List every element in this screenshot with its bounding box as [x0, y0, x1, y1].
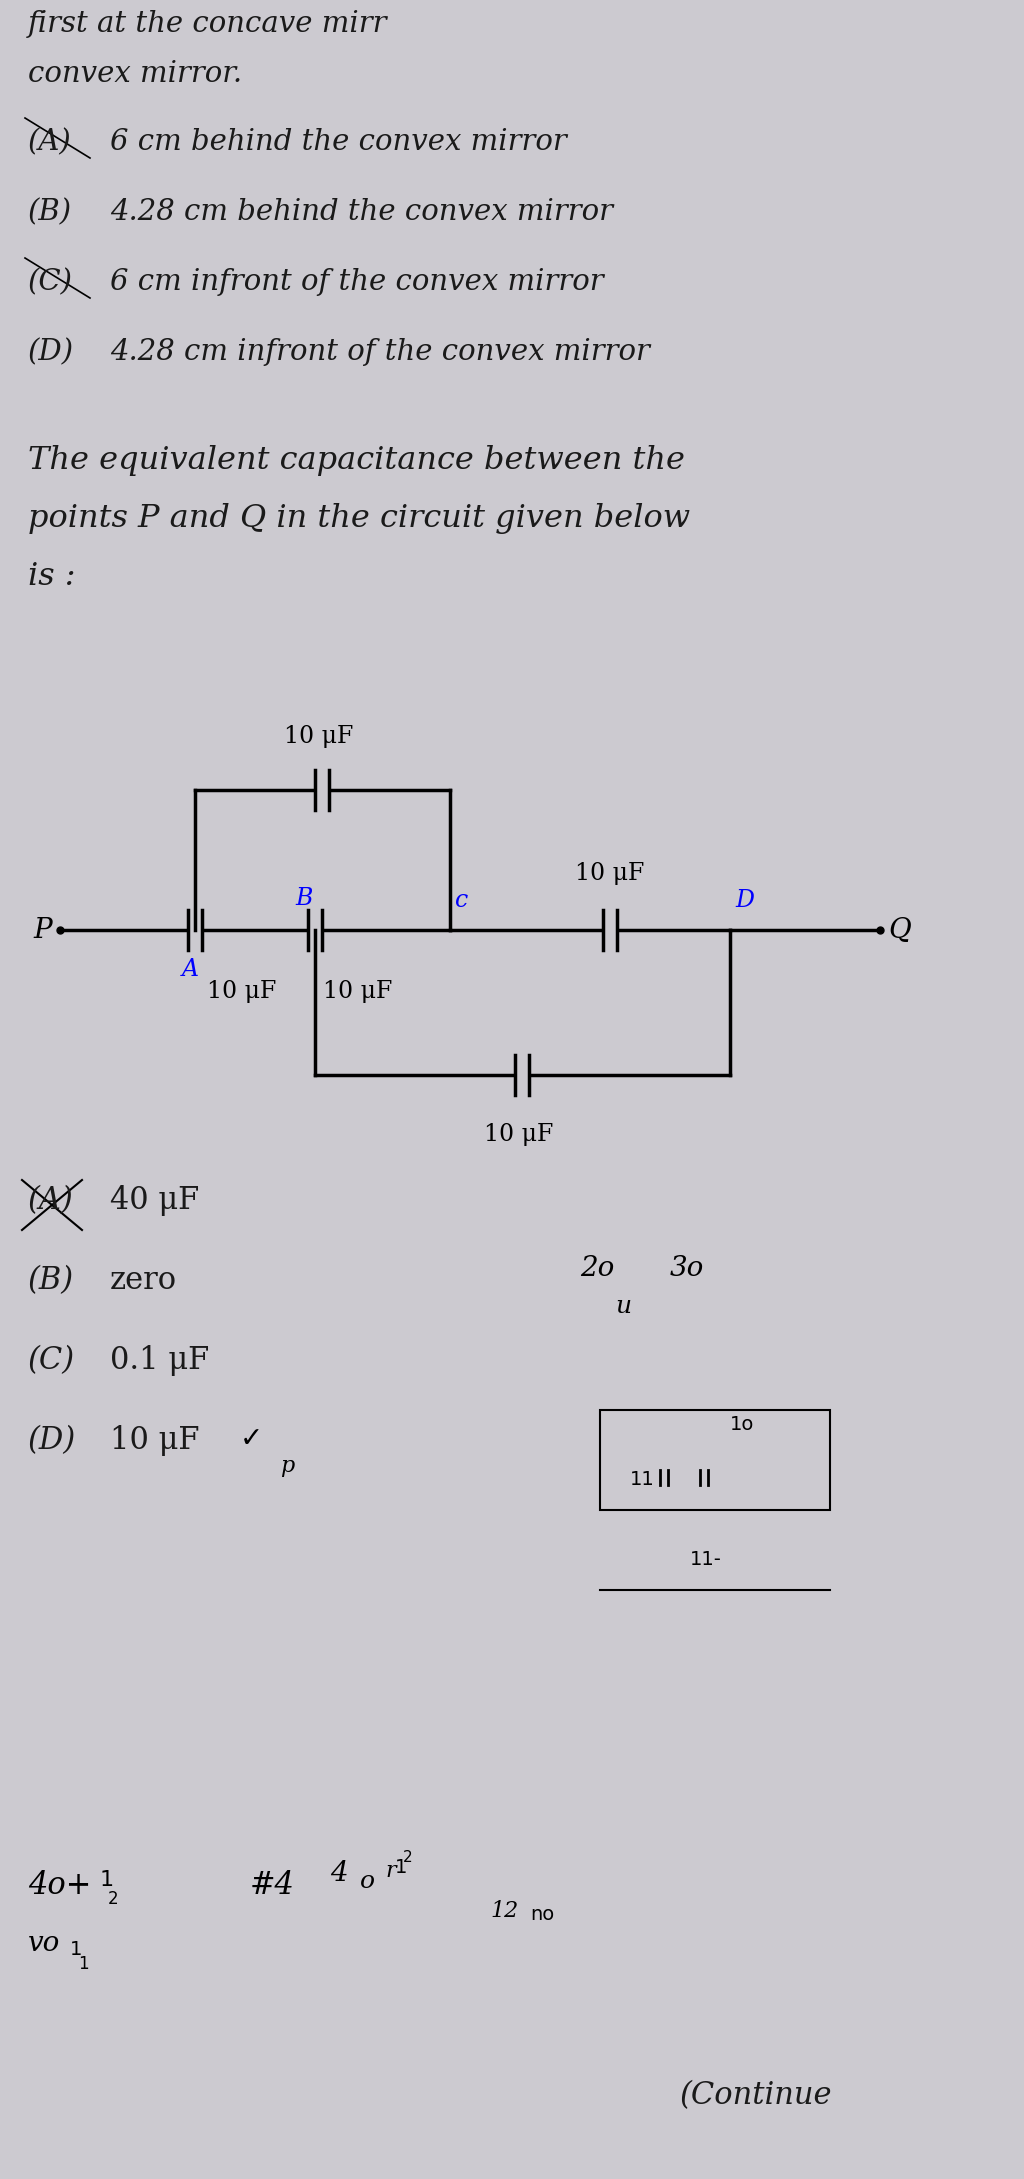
Text: D: D	[735, 889, 754, 913]
Text: 10 μF: 10 μF	[110, 1425, 200, 1456]
Text: 1: 1	[78, 1955, 89, 1972]
Text: 4.28 cm infront of the convex mirror: 4.28 cm infront of the convex mirror	[110, 338, 650, 366]
Text: 10 μF: 10 μF	[575, 863, 644, 885]
Text: 2: 2	[403, 1850, 413, 1865]
Text: 1: 1	[70, 1939, 82, 1959]
Text: The equivalent capacitance between the: The equivalent capacitance between the	[28, 445, 685, 475]
Text: c: c	[455, 889, 468, 913]
Text: P: P	[34, 917, 52, 944]
Text: 10 μF: 10 μF	[323, 981, 392, 1002]
Text: 4o+: 4o+	[28, 1870, 91, 1900]
Text: u: u	[615, 1294, 631, 1318]
Text: points P and Q in the circuit given below: points P and Q in the circuit given belo…	[28, 503, 690, 534]
Text: zero: zero	[110, 1266, 177, 1297]
Text: no: no	[530, 1904, 554, 1924]
Text: B: B	[296, 887, 313, 911]
Text: 6 cm infront of the convex mirror: 6 cm infront of the convex mirror	[110, 268, 603, 296]
Text: (B): (B)	[28, 1266, 74, 1297]
Text: vo: vo	[28, 1931, 60, 1957]
Text: 6 cm behind the convex mirror: 6 cm behind the convex mirror	[110, 129, 566, 157]
Text: 10 μF: 10 μF	[207, 981, 276, 1002]
Text: 2o: 2o	[580, 1255, 614, 1281]
Text: 1: 1	[100, 1870, 114, 1889]
Text: 10 μF: 10 μF	[484, 1122, 553, 1146]
Text: 4.28 cm behind the convex mirror: 4.28 cm behind the convex mirror	[110, 198, 613, 227]
Text: Q: Q	[888, 917, 910, 944]
Text: 40 μF: 40 μF	[110, 1185, 200, 1216]
Text: convex mirror.: convex mirror.	[28, 61, 242, 87]
Text: is :: is :	[28, 560, 76, 593]
Text: 11: 11	[630, 1471, 654, 1488]
Text: 3o: 3o	[670, 1255, 705, 1281]
Text: (B): (B)	[28, 198, 72, 227]
Text: (C): (C)	[28, 268, 73, 296]
Text: (C): (C)	[28, 1344, 75, 1375]
Text: 12: 12	[490, 1900, 518, 1922]
Bar	[600, 1410, 830, 1510]
Text: p: p	[280, 1456, 294, 1477]
Text: 0.1 μF: 0.1 μF	[110, 1344, 209, 1375]
Text: A: A	[181, 959, 199, 981]
Text: 4: 4	[330, 1861, 347, 1887]
Text: (A): (A)	[28, 1185, 74, 1216]
Text: r: r	[385, 1861, 395, 1883]
Text: #4: #4	[250, 1870, 295, 1900]
Text: 1o: 1o	[730, 1414, 755, 1434]
Text: 1: 1	[395, 1859, 408, 1876]
Text: (D): (D)	[28, 1425, 76, 1456]
Text: first at the concave mirr: first at the concave mirr	[28, 11, 387, 37]
Text: 10 μF: 10 μF	[284, 726, 353, 747]
Text: 2: 2	[108, 1889, 119, 1909]
Text: 11-: 11-	[690, 1549, 722, 1569]
Text: (A): (A)	[28, 129, 72, 157]
Text: o: o	[360, 1870, 375, 1894]
Text: (D): (D)	[28, 338, 74, 366]
Text: ✓: ✓	[240, 1425, 263, 1453]
Text: (Continue: (Continue	[680, 2081, 833, 2111]
